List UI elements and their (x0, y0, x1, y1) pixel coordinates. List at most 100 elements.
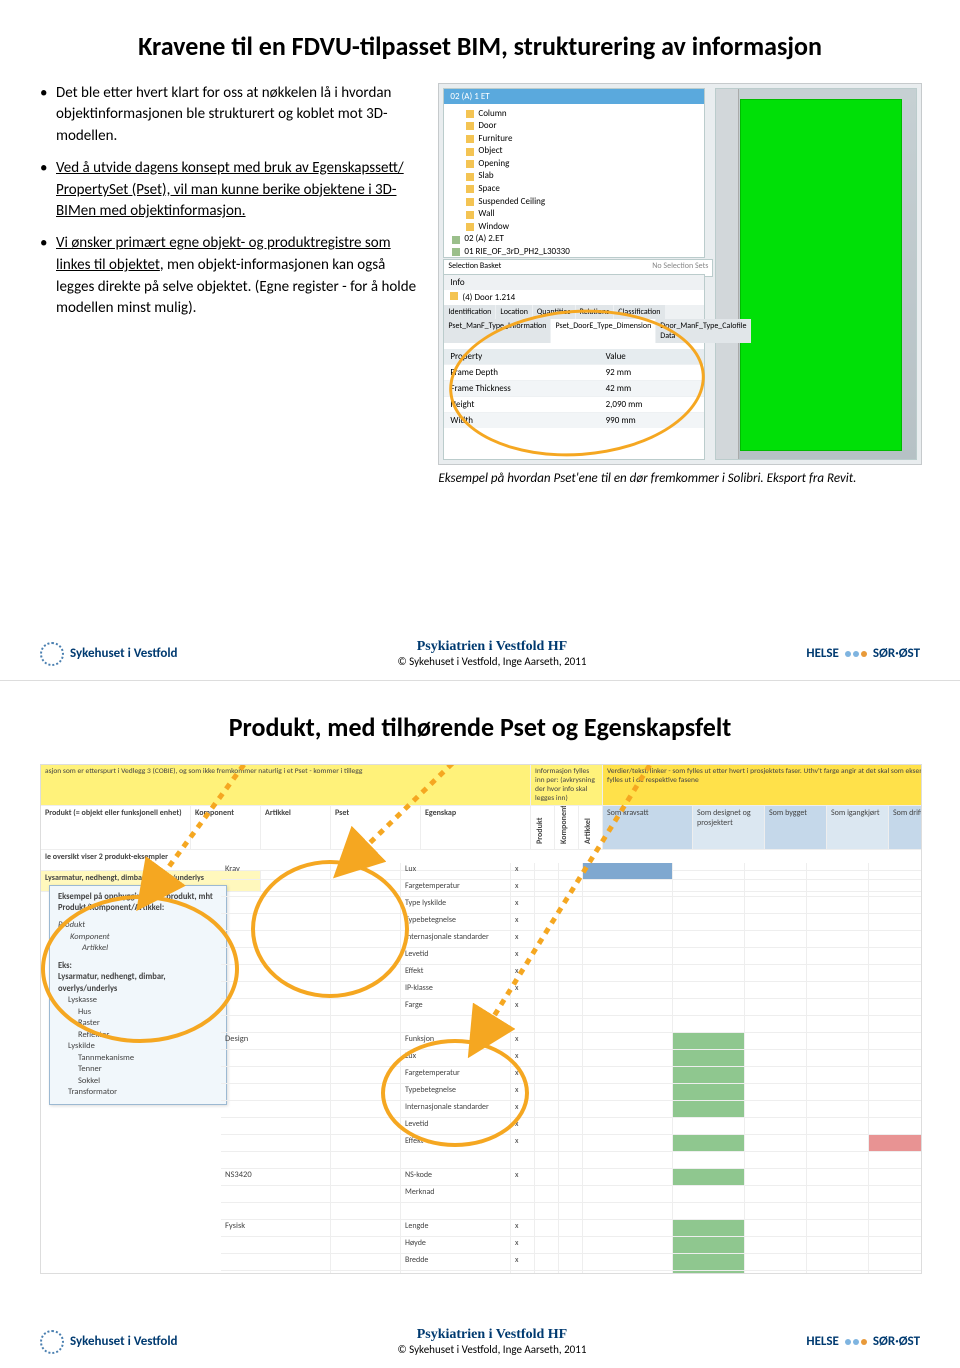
sheet-cell (807, 948, 869, 965)
sheet-cell (869, 999, 922, 1016)
sheet-cell (535, 1135, 559, 1152)
col-bygget: Som bygget (765, 806, 827, 850)
sheet-cell (807, 1101, 869, 1118)
sheet-cell (559, 999, 583, 1016)
oval-highlight-2 (251, 860, 409, 998)
sheet-cell: Fargetemperatur (401, 880, 511, 897)
sheet-cell (673, 1135, 745, 1152)
col-designet: Som designet og prosjektert (693, 806, 765, 850)
sheet-cell (745, 1084, 807, 1101)
sheet-cell: Høyde (401, 1237, 511, 1254)
sheet-cell (745, 897, 807, 914)
oval-highlight-3 (381, 1039, 529, 1147)
tree-node-label: Slab (478, 170, 493, 183)
bullet-2-text: Ved å utvide dagens konsept med bruk av … (56, 159, 404, 221)
sheet-cell (807, 1050, 869, 1067)
sheet-cell (559, 1084, 583, 1101)
sheet-cell (535, 1033, 559, 1050)
sheet-cell (673, 1254, 745, 1271)
footer-copy: © Sykehuset i Vestfold, Inge Aarseth, 20… (397, 655, 586, 668)
sheet-cell (673, 880, 745, 897)
bullet-1: Det ble etter hvert klart for oss at nøk… (40, 83, 418, 148)
sheet-cell (673, 965, 745, 982)
col-driftet: Som driftet (889, 806, 922, 850)
logo-ring-icon (40, 1330, 64, 1354)
sheet-cell (559, 1254, 583, 1271)
sheet-cell (745, 1101, 807, 1118)
cube-icon (466, 135, 474, 143)
slide1-figure-col: 02 (A) 1 ET Column Door Furniture Object… (438, 83, 920, 488)
sheet-cell (221, 1084, 331, 1101)
sheet-cell (869, 965, 922, 982)
sheet-cell: Farge (401, 999, 511, 1016)
slide1-body: Det ble etter hvert klart for oss at nøk… (40, 83, 920, 488)
tree-node-label: Wall (478, 208, 494, 221)
sheet-cell (807, 1016, 869, 1033)
footer-left-text: Sykehuset i Vestfold (70, 646, 178, 661)
sheet-cell (583, 965, 673, 982)
slide-produkt: Produkt, med tilhørende Pset og Egenskap… (0, 681, 960, 1368)
sheet-cell (559, 948, 583, 965)
sheet-cell (331, 1203, 401, 1220)
sheet-cell (745, 1271, 807, 1274)
sheet-cell (745, 1118, 807, 1135)
sheet-cell (807, 982, 869, 999)
cube-icon (466, 110, 474, 118)
sheet-cell (401, 1203, 511, 1220)
sheet-cell (535, 1050, 559, 1067)
slide1-title: Kravene til en FDVU-tilpasset BIM, struk… (40, 30, 920, 63)
tree-header: 02 (A) 1 ET (444, 89, 704, 104)
sheet-cell (673, 1101, 745, 1118)
sheet-cell (869, 1186, 922, 1203)
sheet-cell (869, 931, 922, 948)
sheet-cell: x (511, 965, 535, 982)
sheet-cell (559, 863, 583, 880)
selection-basket-value: No Selection Sets (652, 261, 708, 271)
sheet-cell (535, 948, 559, 965)
dot-icon (845, 651, 851, 657)
tree-node-label: 02 (A) 2.ET (464, 233, 503, 246)
sheet-cell (583, 948, 673, 965)
sheet-cell (535, 1203, 559, 1220)
sheet-cell (583, 1050, 673, 1067)
sheet-cell (745, 1033, 807, 1050)
sheet-cell (869, 863, 922, 880)
tree-node: Furniture (452, 133, 696, 146)
tab: Identification (444, 305, 495, 319)
sheet-cell (583, 1220, 673, 1237)
sheet-cell (221, 1254, 331, 1271)
sheet-cell (535, 1169, 559, 1186)
dot-icon (845, 1339, 851, 1345)
bullet-2: Ved å utvide dagens konsept med bruk av … (40, 158, 418, 223)
oval-highlight-1 (41, 895, 239, 1043)
sheet-cell (535, 1118, 559, 1135)
sheet-cell (221, 1016, 331, 1033)
sheet-cell (535, 1152, 559, 1169)
sheet-cell: x (511, 999, 535, 1016)
sheet-cell (807, 1220, 869, 1237)
footer-left-logo: Sykehuset i Vestfold (40, 642, 178, 666)
sheet-cell (869, 1254, 922, 1271)
sheet-cell (511, 1186, 535, 1203)
sheet-cell (559, 1033, 583, 1050)
sheet-cell: Effekt (401, 965, 511, 982)
sheet-cell: Vekt (401, 1271, 511, 1274)
sheet-cell: Internasjonale standarder (401, 931, 511, 948)
sheet-cell: NS3420 (221, 1169, 331, 1186)
sheet-cell: Lengde (401, 1220, 511, 1237)
footer-center: Psykiatrien i Vestfold HF © Sykehuset i … (397, 1327, 586, 1356)
sheet-cell (535, 1237, 559, 1254)
bullet-list: Det ble etter hvert klart for oss at nøk… (40, 83, 418, 321)
tree-node-label: Window (478, 221, 509, 234)
tree-body: Column Door Furniture Object Opening Sla… (444, 104, 704, 263)
sheet-cell (583, 863, 673, 880)
sheet-cell (869, 1050, 922, 1067)
footer-left-text: Sykehuset i Vestfold (70, 1334, 178, 1349)
slide-footer: Sykehuset i Vestfold Psykiatrien i Vestf… (40, 1327, 920, 1356)
sheet-cell (559, 1271, 583, 1274)
col-artikkel-v: Artikkel (583, 808, 593, 844)
sheet-cell (745, 1254, 807, 1271)
sheet-cell: Levetid (401, 948, 511, 965)
logo-dots (845, 1339, 867, 1345)
sheet-cell (807, 863, 869, 880)
